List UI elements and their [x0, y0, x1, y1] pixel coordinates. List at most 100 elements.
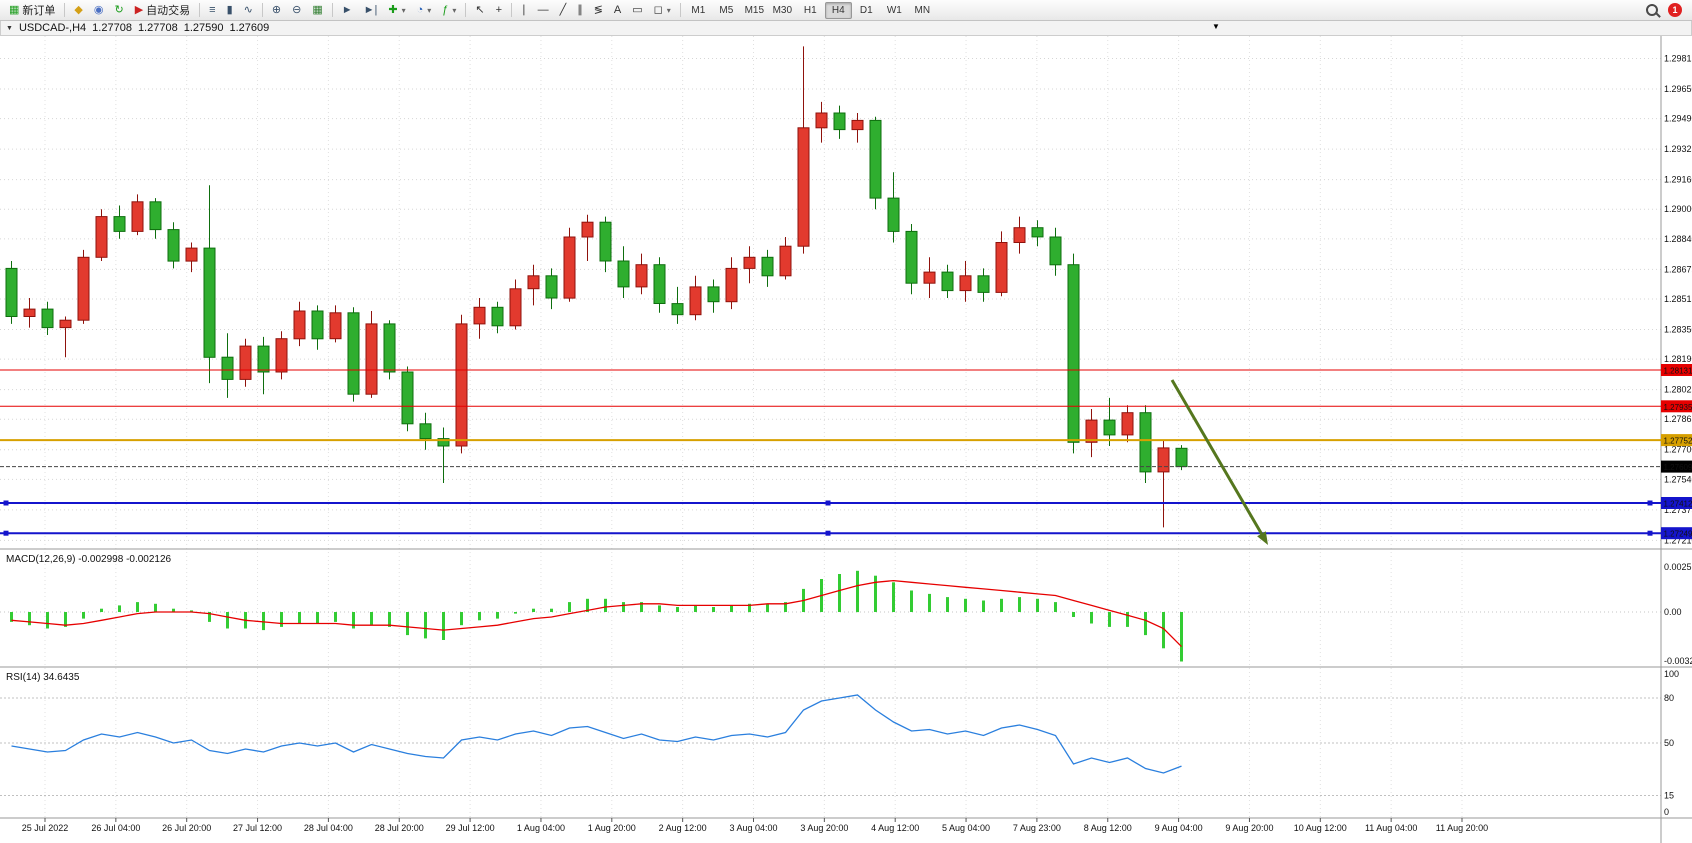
candle-body [743, 256, 756, 269]
candle-body [563, 236, 576, 299]
notification-badge[interactable]: 1 [1668, 3, 1682, 17]
candle-body [509, 288, 522, 327]
macd-axis-label: -0.00326 [1664, 656, 1692, 666]
horizontal-line-button[interactable]: ― [533, 2, 554, 19]
macd-histogram-bar [280, 612, 283, 627]
line-selection-handle[interactable] [1647, 530, 1653, 536]
trend-arrow[interactable] [1170, 379, 1268, 545]
timeframe-m15-button[interactable]: M15 [741, 2, 768, 19]
arrow-shaft[interactable] [1170, 379, 1263, 535]
zoom-out-button[interactable]: ⊖ [287, 2, 306, 19]
label-button[interactable]: ▭ [627, 2, 647, 19]
bar-chart-button[interactable]: ≡ [204, 2, 220, 19]
rsi-axis-label: 100 [1664, 669, 1679, 679]
rsi-line [11, 694, 1182, 774]
price-axis-label: 1.29815 [1664, 54, 1692, 64]
line-selection-handle[interactable] [825, 530, 831, 536]
timeframe-w1-button[interactable]: W1 [881, 2, 908, 19]
candle-body [689, 286, 702, 316]
line-selection-handle[interactable] [3, 500, 9, 506]
macd-histogram-bar [190, 610, 193, 612]
macd-histogram-bar [172, 608, 175, 612]
auto-trading-button[interactable]: ▶ 自动交易 [130, 2, 195, 19]
candle-body [347, 312, 360, 395]
candle-body [761, 256, 774, 277]
candle-body [1013, 227, 1026, 243]
candle-body [185, 247, 198, 262]
shapes-button[interactable]: ◻ ▾ [649, 2, 676, 19]
time-axis-label: 28 Jul 04:00 [304, 823, 353, 833]
candle-body [329, 312, 342, 340]
quick-trade-collapse-icon[interactable]: ▼ [1212, 22, 1220, 31]
toolbar-separator [465, 3, 467, 17]
chart-menu-caret-icon[interactable]: ▼ [6, 24, 13, 32]
timeframe-h4-button[interactable]: H4 [824, 1, 852, 19]
time-axis-label: 1 Aug 04:00 [517, 823, 565, 833]
line-selection-handle[interactable] [1647, 500, 1653, 506]
arrow-head[interactable] [1257, 531, 1268, 545]
price-axis-label: 1.29650 [1664, 84, 1692, 94]
vertical-line-button[interactable]: ∣ [516, 2, 532, 19]
chart-shift-button[interactable]: ►| [359, 2, 383, 19]
timeframe-m30-button[interactable]: M30 [769, 2, 796, 19]
cursor-button[interactable]: ↖ [470, 2, 489, 19]
macd-histogram-bar [694, 605, 697, 612]
candle-body [797, 127, 810, 247]
candle-body [725, 267, 738, 303]
line-selection-handle[interactable] [3, 530, 9, 536]
chevron-down-icon: ▾ [666, 5, 671, 15]
timeframe-m5-button[interactable]: M5 [713, 2, 740, 19]
macd-histogram-bar [136, 602, 139, 612]
macd-histogram-bar [208, 612, 211, 622]
crosshair-button[interactable]: + [491, 2, 507, 19]
macd-histogram-bar [262, 612, 265, 631]
chevron-down-icon: ▾ [452, 5, 457, 15]
profiles-button[interactable]: ◉ [89, 2, 109, 19]
period-button[interactable]: ◔ ▾ [412, 2, 437, 19]
indicators-button[interactable]: ƒ ▾ [437, 2, 461, 19]
time-axis-label: 10 Aug 12:00 [1294, 823, 1347, 833]
search-icon[interactable] [1646, 4, 1658, 16]
horizontal-line-icon: ― [537, 3, 549, 16]
grid-lines [0, 36, 1661, 818]
timeframe-d1-button[interactable]: D1 [853, 2, 880, 19]
price-tag-label: 1.27249 [1664, 530, 1692, 539]
candle-body [437, 438, 450, 447]
new-chart-button[interactable]: ✚ ▾ [383, 2, 410, 19]
fibonacci-button[interactable]: ≶ [589, 2, 608, 19]
price-tag-label: 1.27935 [1664, 403, 1692, 412]
price-axis-label: 1.28675 [1664, 264, 1692, 274]
channel-button[interactable]: ∥ [572, 2, 588, 19]
timeframe-mn-button[interactable]: MN [909, 2, 936, 19]
price-axis-label: 1.29160 [1664, 175, 1692, 185]
time-axis[interactable]: 25 Jul 2022 26 Jul 04:00 26 Jul 20:00 27 Ju… [22, 818, 1488, 833]
price-axis[interactable]: 1.29815 1.29650 1.29490 1.29325 1.29160 1.290… [1661, 54, 1692, 546]
candlestick-chart-button[interactable]: ▮ [222, 2, 238, 19]
candle-body [311, 310, 324, 340]
macd-histogram-bar [784, 602, 787, 612]
candle-body [1085, 419, 1098, 443]
zoom-in-button[interactable]: ⊕ [267, 2, 286, 19]
line-selection-handle[interactable] [825, 500, 831, 506]
new-order-button[interactable]: ▦ 新订单 [4, 2, 60, 19]
tile-windows-icon: ▦ [312, 3, 323, 16]
price-axis-label: 1.29000 [1664, 204, 1692, 214]
time-axis-label: 25 Jul 2022 [22, 823, 69, 833]
market-watch-button[interactable]: ◆ [69, 2, 87, 19]
level-lines[interactable] [0, 369, 1661, 536]
chevron-down-icon: ▾ [401, 5, 406, 15]
trendline-button[interactable]: ╱ [555, 2, 572, 19]
macd-histogram-bar [532, 608, 535, 612]
timeframe-h1-button[interactable]: H1 [797, 2, 824, 19]
refresh-button[interactable]: ↻ [109, 2, 128, 19]
rsi-label: RSI(14) 34.6435 [6, 672, 80, 683]
macd-histogram-bar [1000, 598, 1003, 612]
text-button[interactable]: A [609, 2, 626, 19]
line-chart-button[interactable]: ∿ [239, 2, 258, 19]
auto-scroll-button[interactable]: ► [337, 2, 358, 19]
macd-histogram-bar [1054, 602, 1057, 612]
tile-windows-button[interactable]: ▦ [307, 2, 327, 19]
toolbar: ▦ 新订单 ◆ ◉ ↻ ▶ 自动交易 ≡ ▮ ∿ ⊕ ⊖ ▦ ► ►| ✚ ▾ ◔ ▾ ƒ ▾ ↖ + ∣ ― ╱ ∥ ≶ A ▭ ◻ ▾ M1… [0, 0, 1692, 21]
timeframe-m1-button[interactable]: M1 [685, 2, 712, 19]
time-axis-label: 26 Jul 04:00 [91, 823, 140, 833]
